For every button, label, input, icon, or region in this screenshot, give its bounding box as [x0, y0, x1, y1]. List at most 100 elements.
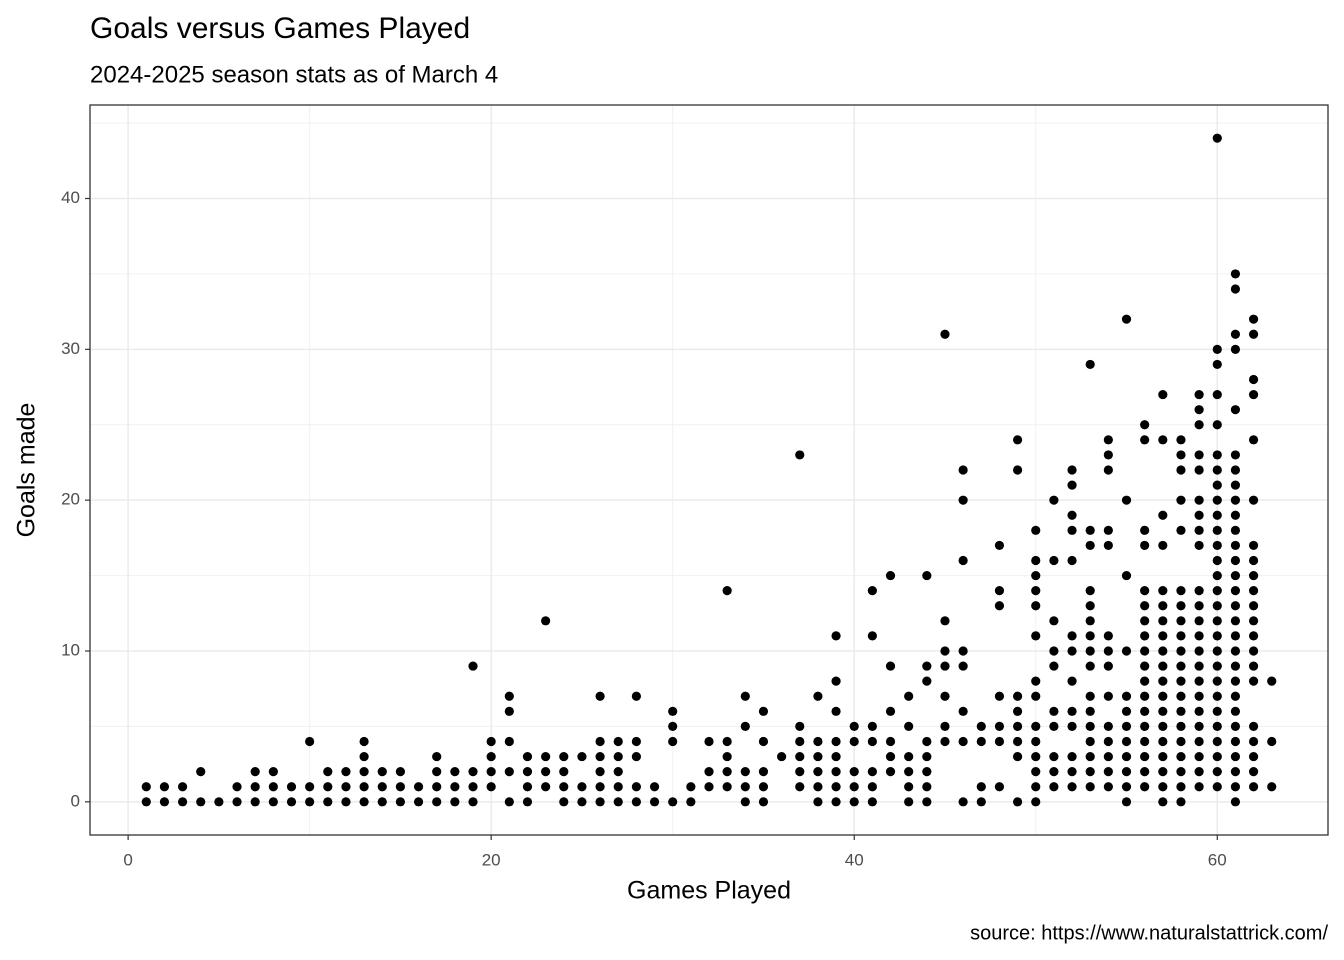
- point: [1121, 314, 1132, 324]
- point: [1230, 782, 1241, 792]
- point: [1212, 570, 1222, 581]
- point: [994, 601, 1005, 611]
- point: [1031, 525, 1041, 535]
- point: [649, 782, 660, 792]
- point: [1212, 555, 1222, 566]
- point: [1158, 691, 1168, 701]
- point: [395, 797, 406, 807]
- point: [1230, 706, 1241, 716]
- point: [250, 797, 260, 807]
- point: [1085, 751, 1095, 762]
- point: [722, 782, 732, 792]
- point: [940, 616, 950, 626]
- point: [867, 782, 877, 792]
- point: [1212, 631, 1222, 641]
- point: [1049, 616, 1059, 626]
- point: [1012, 435, 1023, 445]
- point: [922, 676, 932, 686]
- grid: [90, 105, 1328, 835]
- point: [1085, 721, 1095, 732]
- point: [159, 782, 170, 792]
- point: [867, 631, 877, 641]
- point: [740, 721, 750, 732]
- point: [377, 767, 387, 777]
- point: [595, 736, 605, 747]
- point: [595, 751, 605, 762]
- point: [1121, 767, 1132, 777]
- point: [740, 782, 750, 792]
- point: [1212, 495, 1222, 505]
- point: [1176, 736, 1186, 747]
- point: [831, 631, 841, 641]
- point: [1194, 405, 1204, 415]
- point: [1248, 570, 1259, 581]
- point: [1194, 691, 1204, 701]
- point: [377, 782, 387, 792]
- point: [922, 570, 932, 581]
- point: [813, 751, 823, 762]
- point: [1230, 540, 1241, 551]
- point: [1158, 767, 1168, 777]
- point: [1067, 510, 1077, 520]
- point: [885, 751, 896, 762]
- point: [1067, 525, 1077, 535]
- point: [1067, 465, 1077, 475]
- point: [1212, 767, 1222, 777]
- point: [1121, 721, 1132, 732]
- point: [323, 767, 333, 777]
- point: [904, 767, 914, 777]
- point: [831, 797, 841, 807]
- point: [432, 782, 442, 792]
- point: [232, 782, 242, 792]
- point: [1230, 329, 1241, 339]
- point: [1248, 676, 1259, 686]
- point: [958, 736, 968, 747]
- point: [613, 736, 623, 747]
- point: [722, 751, 732, 762]
- point: [268, 797, 278, 807]
- point: [559, 782, 569, 792]
- point: [504, 691, 514, 701]
- point: [1194, 389, 1204, 400]
- point: [1248, 736, 1259, 747]
- point: [904, 691, 914, 701]
- point: [1103, 751, 1113, 762]
- point: [359, 782, 369, 792]
- point: [958, 465, 968, 475]
- point: [522, 797, 533, 807]
- point: [1140, 721, 1150, 732]
- point: [994, 540, 1005, 551]
- point: [1012, 736, 1023, 747]
- point: [867, 797, 877, 807]
- point: [1230, 570, 1241, 581]
- point: [1230, 269, 1241, 279]
- point: [1194, 736, 1204, 747]
- point: [504, 767, 514, 777]
- point: [1158, 736, 1168, 747]
- point: [1194, 525, 1204, 535]
- point: [196, 767, 206, 777]
- point: [1140, 646, 1150, 656]
- point: [1103, 465, 1113, 475]
- point: [504, 706, 514, 716]
- point: [958, 797, 968, 807]
- point: [305, 782, 315, 792]
- point: [413, 782, 424, 792]
- point: [1194, 510, 1204, 520]
- point: [631, 691, 641, 701]
- point: [1031, 570, 1041, 581]
- point: [1176, 706, 1186, 716]
- point: [1248, 646, 1259, 656]
- point: [1158, 646, 1168, 656]
- point: [722, 586, 732, 596]
- point: [450, 782, 460, 792]
- point: [1158, 586, 1168, 596]
- point: [668, 736, 678, 747]
- point: [831, 736, 841, 747]
- y-tick-label: 0: [71, 791, 80, 810]
- point: [1230, 661, 1241, 671]
- point: [486, 782, 496, 792]
- point: [486, 767, 496, 777]
- point: [940, 646, 950, 656]
- point: [1248, 495, 1259, 505]
